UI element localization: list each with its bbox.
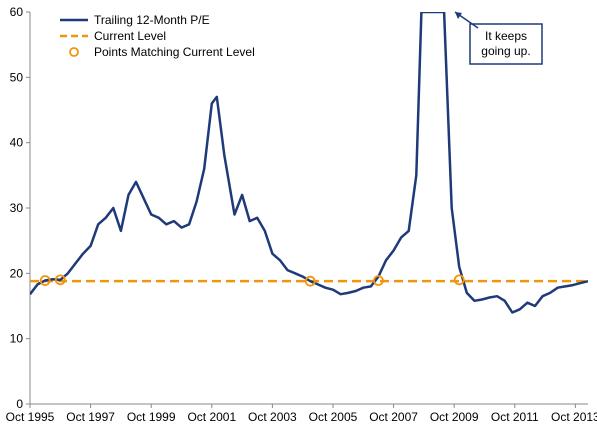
- legend-label-matching-points: Points Matching Current Level: [94, 45, 255, 59]
- matching-point-marker: [54, 274, 66, 286]
- callout-arrow-head: [455, 12, 462, 19]
- legend-label-current-level: Current Level: [94, 29, 166, 43]
- x-tick-label: Oct 2007: [369, 410, 418, 424]
- matching-point-marker: [39, 275, 51, 286]
- matching-point-marker: [373, 275, 384, 286]
- x-tick-label: Oct 2013: [551, 410, 597, 424]
- legend-label-pe: Trailing 12-Month P/E: [94, 13, 210, 27]
- pe-ratio-line: [30, 12, 588, 314]
- axes: 0 10 20 30 40 50 60 Oct 1995 Oct 1997 Oct 1999 Oct…: [6, 5, 597, 424]
- callout-text-line: going up.: [481, 44, 530, 58]
- y-tick-label: 30: [10, 201, 24, 215]
- x-tick-label: Oct 1997: [66, 410, 115, 424]
- y-tick-label: 60: [10, 5, 24, 19]
- x-tick-label: Oct 2011: [491, 410, 539, 424]
- matching-point-marker: [304, 275, 316, 287]
- plot-area: [30, 12, 588, 314]
- x-tick-label: Oct 2003: [248, 410, 297, 424]
- callout-box: [469, 23, 543, 65]
- x-tick-label: Oct 2009: [430, 410, 479, 424]
- y-tick-label: 20: [10, 266, 24, 280]
- y-tick-label: 0: [16, 397, 23, 411]
- y-tick-label: 40: [10, 136, 24, 150]
- y-tick-label: 10: [10, 332, 24, 346]
- callout-text-line: It keeps: [485, 29, 527, 43]
- x-tick-label: Oct 1995: [6, 410, 55, 424]
- x-tick-label: Oct 1999: [127, 410, 176, 424]
- matching-point-marker: [453, 274, 465, 286]
- y-tick-label: 50: [10, 70, 24, 84]
- legend-swatch-matching-points: [69, 47, 79, 57]
- legend: Trailing 12-Month P/E Current Level Points…: [60, 13, 255, 59]
- x-tick-label: Oct 2001: [187, 410, 236, 424]
- x-tick-label: Oct 2005: [309, 410, 358, 424]
